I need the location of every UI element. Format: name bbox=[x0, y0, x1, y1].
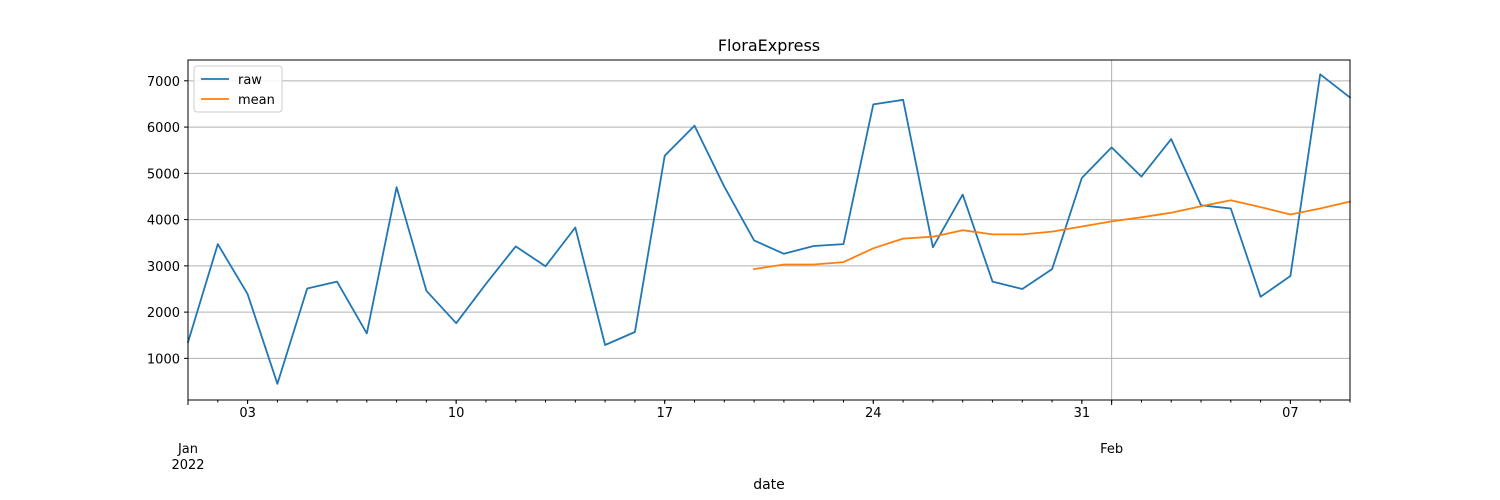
axis-ticks: 1000 2000 3000 4000 5000 6000 7000 03 10 17 24 31 07… bbox=[147, 75, 1351, 473]
data-point-raw bbox=[633, 330, 637, 334]
data-point-mean bbox=[961, 228, 965, 232]
data-point-raw bbox=[544, 264, 548, 268]
data-point-mean bbox=[1139, 215, 1143, 219]
x-major-tick-label: Jan bbox=[177, 442, 198, 457]
x-tick-label: 10 bbox=[448, 406, 465, 421]
chart-title: FloraExpress bbox=[718, 36, 820, 55]
data-point-mean bbox=[1229, 198, 1233, 202]
data-point-raw bbox=[841, 242, 845, 246]
data-point-raw bbox=[1139, 175, 1143, 179]
legend-box bbox=[193, 65, 283, 113]
legend-label-raw: raw bbox=[238, 73, 262, 88]
data-point-mean bbox=[1259, 205, 1263, 209]
data-point-raw bbox=[752, 238, 756, 242]
data-point-mean bbox=[812, 262, 816, 266]
data-point-mean bbox=[1318, 206, 1322, 210]
data-point-raw bbox=[871, 102, 875, 106]
data-point-raw bbox=[722, 185, 726, 189]
legend-label-mean: mean bbox=[238, 93, 275, 108]
data-point-raw bbox=[901, 98, 905, 102]
data-point-raw bbox=[573, 225, 577, 229]
data-point-mean bbox=[901, 237, 905, 241]
data-point-raw bbox=[1110, 145, 1114, 149]
x-tick-label: 31 bbox=[1074, 406, 1091, 421]
data-point-raw bbox=[454, 321, 458, 325]
data-point-raw bbox=[424, 289, 428, 293]
x-tick-label: 17 bbox=[656, 406, 673, 421]
data-point-mean bbox=[1199, 204, 1203, 208]
data-point-raw bbox=[1318, 72, 1322, 76]
data-point-raw bbox=[1050, 267, 1054, 271]
data-point-mean bbox=[1288, 213, 1292, 217]
data-point-raw bbox=[990, 280, 994, 284]
legend: raw mean bbox=[193, 65, 283, 113]
x-axis-label: date bbox=[753, 477, 785, 493]
data-point-raw bbox=[1020, 287, 1024, 291]
data-point-raw bbox=[693, 124, 697, 128]
series-line-mean bbox=[753, 199, 1352, 271]
data-point-mean bbox=[1020, 232, 1024, 236]
y-tick-label: 7000 bbox=[147, 75, 180, 90]
data-point-raw bbox=[275, 382, 279, 386]
grid bbox=[188, 60, 1350, 400]
y-tick-label: 5000 bbox=[147, 167, 180, 182]
x-major-tick-year-label: 2022 bbox=[171, 458, 204, 473]
data-point-raw bbox=[663, 154, 667, 158]
data-point-mean bbox=[752, 267, 756, 271]
data-point-raw bbox=[1288, 274, 1292, 278]
data-point-mean bbox=[871, 246, 875, 250]
data-point-raw bbox=[395, 185, 399, 189]
data-point-raw bbox=[1259, 295, 1263, 299]
data-point-raw bbox=[514, 244, 518, 248]
data-point-raw bbox=[1169, 137, 1173, 141]
data-point-raw bbox=[812, 244, 816, 248]
data-point-raw bbox=[1080, 176, 1084, 180]
y-tick-label: 4000 bbox=[147, 214, 180, 229]
data-point-mean bbox=[1050, 230, 1054, 234]
data-point-mean bbox=[1110, 219, 1114, 223]
y-tick-label: 2000 bbox=[147, 306, 180, 321]
y-tick-label: 1000 bbox=[147, 352, 180, 367]
data-point-raw bbox=[335, 280, 339, 284]
data-point-raw bbox=[931, 245, 935, 249]
data-point-mean bbox=[931, 235, 935, 239]
data-point-raw bbox=[246, 292, 250, 296]
data-point-raw bbox=[305, 287, 309, 291]
series-lines bbox=[186, 72, 1352, 386]
data-point-raw bbox=[365, 331, 369, 335]
data-point-raw bbox=[603, 343, 607, 347]
series-line-raw bbox=[186, 73, 1352, 385]
data-point-mean bbox=[841, 260, 845, 264]
x-tick-label: 03 bbox=[239, 406, 256, 421]
y-tick-label: 6000 bbox=[147, 121, 180, 136]
data-point-raw bbox=[216, 242, 220, 246]
x-tick-label: 24 bbox=[865, 406, 882, 421]
data-point-mean bbox=[1080, 225, 1084, 229]
data-point-mean bbox=[990, 232, 994, 236]
data-point-raw bbox=[1229, 206, 1233, 210]
data-point-mean bbox=[782, 262, 786, 266]
y-tick-label: 3000 bbox=[147, 260, 180, 275]
x-major-tick-label: Feb bbox=[1100, 442, 1123, 457]
data-point-raw bbox=[484, 282, 488, 286]
data-point-raw bbox=[782, 252, 786, 256]
data-point-mean bbox=[1169, 211, 1173, 215]
x-tick-label: 07 bbox=[1282, 406, 1299, 421]
data-point-raw bbox=[961, 193, 965, 197]
plot-frame bbox=[187, 59, 1351, 401]
